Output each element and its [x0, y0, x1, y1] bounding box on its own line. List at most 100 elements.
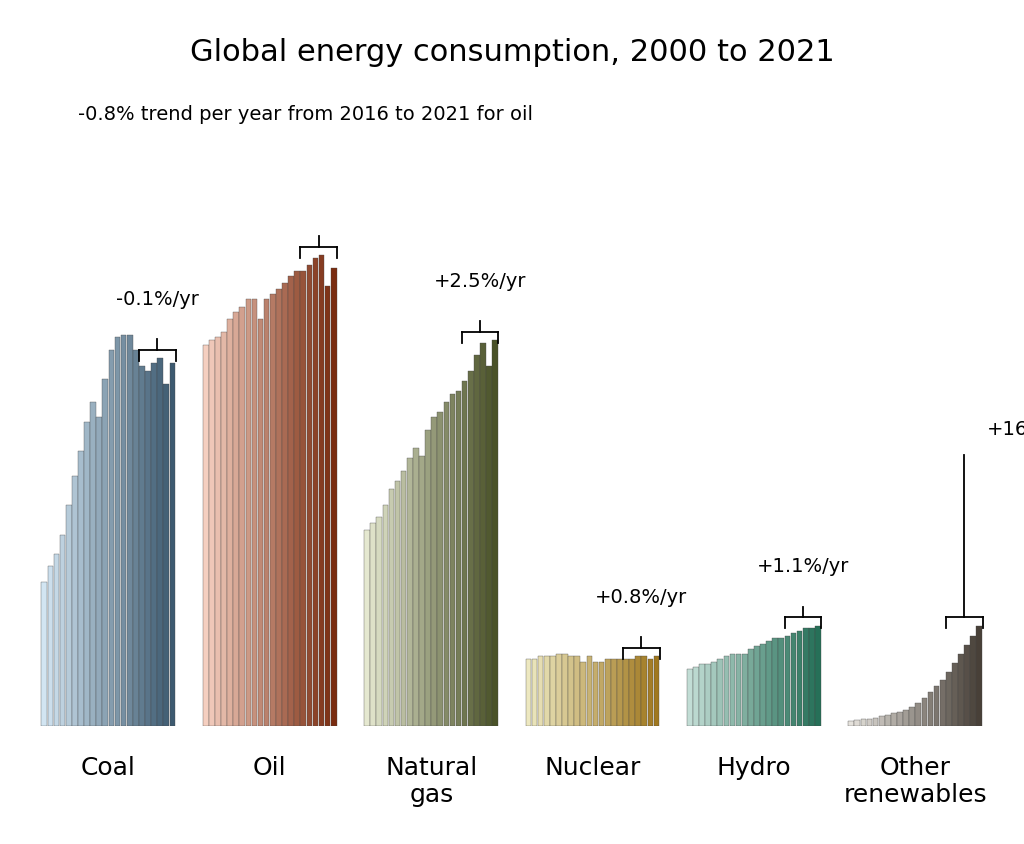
Bar	[617, 659, 623, 726]
Bar	[556, 654, 562, 726]
Bar	[127, 335, 132, 726]
Bar	[413, 448, 419, 726]
Bar	[741, 654, 748, 726]
Bar	[568, 657, 574, 726]
Bar	[574, 657, 580, 726]
Bar	[456, 392, 462, 726]
Text: +1.1%/yr: +1.1%/yr	[757, 557, 849, 576]
Bar	[325, 286, 331, 726]
Bar	[693, 667, 698, 726]
Bar	[587, 657, 592, 726]
Bar	[294, 271, 300, 726]
Bar	[300, 271, 306, 726]
Bar	[283, 284, 288, 726]
Bar	[748, 649, 754, 726]
Bar	[377, 517, 382, 726]
Bar	[270, 294, 275, 726]
Bar	[246, 299, 251, 726]
Bar	[706, 664, 711, 726]
Bar	[133, 350, 138, 726]
Bar	[115, 338, 120, 726]
Bar	[538, 657, 544, 726]
Bar	[371, 522, 376, 726]
Bar	[718, 659, 723, 726]
Bar	[909, 706, 915, 726]
Bar	[809, 628, 815, 726]
Bar	[78, 451, 84, 726]
Bar	[624, 659, 629, 726]
Bar	[152, 363, 157, 726]
Bar	[462, 381, 468, 726]
Bar	[647, 659, 653, 726]
Text: Coal: Coal	[81, 755, 136, 780]
Bar	[605, 659, 610, 726]
Bar	[872, 717, 879, 726]
Bar	[971, 636, 976, 726]
Bar	[450, 394, 456, 726]
Bar	[252, 299, 257, 726]
Bar	[897, 711, 903, 726]
Bar	[209, 340, 215, 726]
Text: Oil: Oil	[253, 755, 287, 780]
Bar	[431, 417, 437, 726]
Bar	[96, 417, 102, 726]
Bar	[699, 664, 705, 726]
Bar	[946, 672, 951, 726]
Text: -0.8% trend per year from 2016 to 2021 for oil: -0.8% trend per year from 2016 to 2021 f…	[78, 105, 534, 123]
Bar	[42, 582, 47, 726]
Bar	[480, 343, 485, 726]
Bar	[641, 657, 647, 726]
Bar	[164, 384, 169, 726]
Bar	[145, 371, 151, 726]
Bar	[525, 659, 531, 726]
Bar	[611, 659, 616, 726]
Bar	[940, 679, 945, 726]
Bar	[803, 628, 809, 726]
Bar	[419, 456, 425, 726]
Text: -0.1%/yr: -0.1%/yr	[116, 289, 199, 309]
Bar	[891, 713, 897, 726]
Bar	[227, 319, 232, 726]
Text: +0.8%/yr: +0.8%/yr	[595, 588, 687, 607]
Bar	[544, 657, 550, 726]
Bar	[240, 306, 245, 726]
Bar	[486, 365, 492, 726]
Text: Natural
gas: Natural gas	[385, 755, 477, 808]
Bar	[400, 471, 407, 726]
Bar	[203, 345, 209, 726]
Bar	[860, 719, 866, 726]
Bar	[170, 363, 175, 726]
Bar	[766, 641, 772, 726]
Bar	[599, 662, 604, 726]
Bar	[389, 490, 394, 726]
Text: Hydro: Hydro	[717, 755, 792, 780]
Text: Nuclear: Nuclear	[545, 755, 641, 780]
Bar	[121, 335, 126, 726]
Bar	[952, 663, 957, 726]
Bar	[443, 402, 450, 726]
Bar	[158, 358, 163, 726]
Bar	[730, 654, 735, 726]
Bar	[849, 721, 854, 726]
Bar	[233, 311, 239, 726]
Bar	[102, 379, 109, 726]
Bar	[581, 662, 586, 726]
Bar	[53, 554, 59, 726]
Bar	[493, 340, 498, 726]
Bar	[724, 657, 729, 726]
Bar	[784, 636, 791, 726]
Bar	[312, 257, 318, 726]
Bar	[531, 659, 538, 726]
Bar	[797, 630, 803, 726]
Bar	[630, 659, 635, 726]
Bar	[109, 350, 115, 726]
Bar	[772, 638, 778, 726]
Bar	[915, 703, 922, 726]
Bar	[215, 338, 221, 726]
Bar	[854, 720, 860, 726]
Bar	[885, 715, 891, 726]
Bar	[365, 530, 370, 726]
Bar	[468, 371, 473, 726]
Bar	[866, 718, 872, 726]
Bar	[562, 654, 568, 726]
